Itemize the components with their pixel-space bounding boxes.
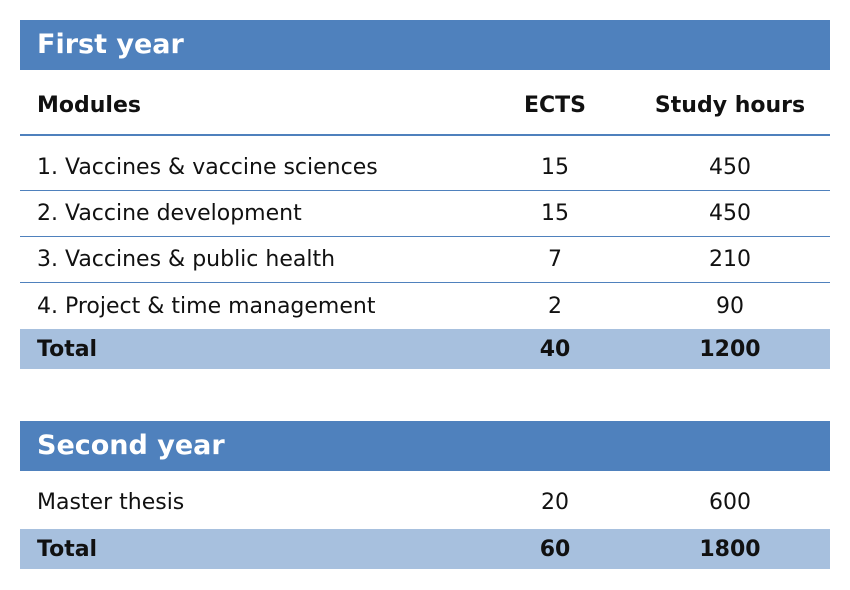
module-hours: 450 xyxy=(709,201,751,226)
module-hours: 450 xyxy=(709,155,751,180)
second-year-table: Second year Master thesis 20 600 Total 6… xyxy=(20,421,830,569)
table-row: Master thesis 20 600 xyxy=(20,471,830,529)
total-hours: 1800 xyxy=(699,536,761,562)
header-gap xyxy=(20,136,830,145)
module-name: 3. Vaccines & public health xyxy=(37,247,336,272)
module-hours: 90 xyxy=(716,293,744,319)
table-row: 3. Vaccines & public health 7 210 xyxy=(20,237,830,283)
header-study-hours: Study hours xyxy=(654,92,806,118)
header-ects: ECTS xyxy=(523,92,587,118)
total-label: Total xyxy=(37,536,98,562)
header-modules: Modules xyxy=(37,92,141,118)
module-ects: 20 xyxy=(541,489,569,515)
module-hours: 210 xyxy=(709,247,751,272)
table-row: 4. Project & time management 2 90 xyxy=(20,283,830,329)
first-year-title: First year xyxy=(20,20,830,70)
total-row: Total 40 1200 xyxy=(20,329,830,369)
total-label: Total xyxy=(37,336,98,362)
module-ects: 15 xyxy=(541,201,569,226)
module-ects: 15 xyxy=(541,155,569,180)
module-name: 4. Project & time management xyxy=(37,293,376,319)
second-year-title: Second year xyxy=(20,421,830,471)
total-hours: 1200 xyxy=(699,336,761,362)
table-row: 2. Vaccine development 15 450 xyxy=(20,191,830,237)
module-ects: 2 xyxy=(548,293,562,319)
module-name: 2. Vaccine development xyxy=(37,201,302,226)
module-name: 1. Vaccines & vaccine sciences xyxy=(37,155,378,180)
first-year-table: First year Modules ECTS Study hours 1. V… xyxy=(20,20,830,369)
module-ects: 7 xyxy=(548,247,562,272)
table-header-row: Modules ECTS Study hours xyxy=(20,70,830,136)
module-name: Master thesis xyxy=(37,489,185,515)
total-ects: 60 xyxy=(539,536,571,562)
total-ects: 40 xyxy=(539,336,571,362)
total-row: Total 60 1800 xyxy=(20,529,830,569)
table-row: 1. Vaccines & vaccine sciences 15 450 xyxy=(20,145,830,191)
module-hours: 600 xyxy=(709,489,751,515)
